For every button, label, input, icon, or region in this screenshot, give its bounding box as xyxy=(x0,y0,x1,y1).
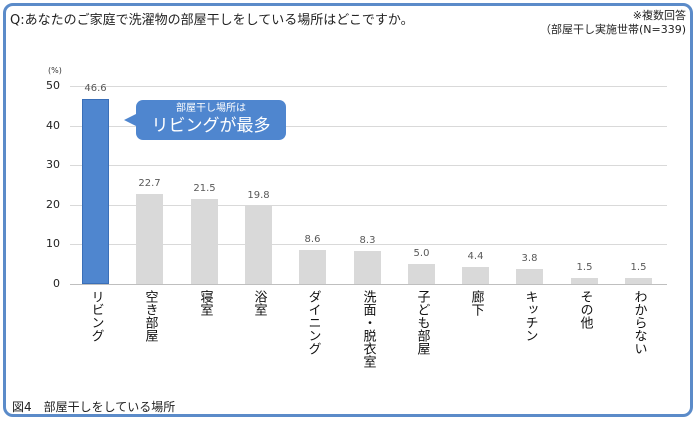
bar xyxy=(82,99,109,284)
category-label: 空き部屋 xyxy=(142,290,158,342)
bar xyxy=(299,250,326,284)
value-label: 3.8 xyxy=(521,253,538,264)
bar xyxy=(462,267,489,284)
category-label: ダイニング xyxy=(305,290,321,355)
gridline xyxy=(70,244,667,245)
value-label: 4.4 xyxy=(467,251,484,262)
category-label: 子ども部屋 xyxy=(414,290,430,355)
y-tick-label: 50 xyxy=(46,79,60,92)
y-axis-unit: (%) xyxy=(48,66,62,75)
bar xyxy=(625,278,652,284)
category-label: リビング xyxy=(88,290,104,342)
bar xyxy=(245,206,272,284)
figure-caption: 図4 部屋干しをしている場所 xyxy=(12,400,176,414)
category-label: 浴室 xyxy=(251,290,267,316)
bar xyxy=(354,251,381,284)
value-label: 8.3 xyxy=(359,235,376,246)
bar xyxy=(136,194,163,284)
gridline xyxy=(70,126,667,127)
y-tick-label: 30 xyxy=(46,158,60,171)
value-label: 46.6 xyxy=(84,83,107,94)
bar xyxy=(191,199,218,284)
bar xyxy=(408,264,435,284)
callout-line2: リビングが最多 xyxy=(151,116,271,136)
y-tick-label: 20 xyxy=(46,198,60,211)
chart-frame xyxy=(3,3,693,417)
question-title: Q:あなたのご家庭で洗濯物の部屋干しをしている場所はどこですか。 xyxy=(10,13,414,28)
category-label: その他 xyxy=(577,290,593,329)
value-label: 8.6 xyxy=(304,234,321,245)
gridline xyxy=(70,86,667,87)
callout-pointer xyxy=(124,114,136,126)
bar xyxy=(571,278,598,284)
value-label: 19.8 xyxy=(247,190,270,201)
bar xyxy=(516,269,543,284)
value-label: 1.5 xyxy=(576,262,593,273)
value-label: 21.5 xyxy=(193,183,216,194)
category-label: わからない xyxy=(631,290,647,355)
callout-annotation: 部屋干し場所は リビングが最多 xyxy=(136,100,286,140)
note-sample-size: （部屋干し実施世帯(N=339) xyxy=(539,23,686,36)
callout-line1: 部屋干し場所は xyxy=(176,103,246,114)
x-axis-line xyxy=(70,284,667,285)
value-label: 1.5 xyxy=(630,262,647,273)
gridline xyxy=(70,205,667,206)
y-tick-label: 0 xyxy=(53,277,60,290)
value-label: 5.0 xyxy=(413,248,430,259)
category-label: 寝室 xyxy=(197,290,213,316)
gridline xyxy=(70,165,667,166)
category-label: 洗面・脱衣室 xyxy=(360,290,376,368)
y-tick-label: 40 xyxy=(46,119,60,132)
y-tick-label: 10 xyxy=(46,237,60,250)
note-multiple-answers: ※複数回答 xyxy=(632,9,686,22)
category-label: キッチン xyxy=(522,290,538,342)
value-label: 22.7 xyxy=(138,178,161,189)
category-label: 廊下 xyxy=(468,290,484,316)
sample-note: ※複数回答 （部屋干し実施世帯(N=339) xyxy=(540,9,686,37)
